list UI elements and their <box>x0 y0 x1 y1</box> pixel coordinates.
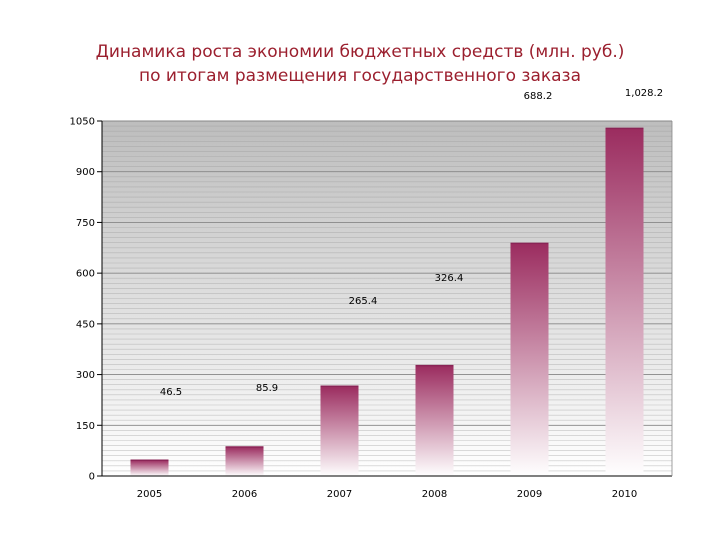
chart-title: Динамика роста экономии бюджетных средст… <box>60 40 660 88</box>
x-tick-label: 2005 <box>137 489 162 500</box>
bars-group <box>130 127 644 476</box>
bar-2008 <box>415 365 454 476</box>
y-tick-label: 900 <box>76 167 95 178</box>
bar-2009 <box>510 243 549 476</box>
y-tick-label: 750 <box>76 218 95 229</box>
chart-title-line-1: Динамика роста экономии бюджетных средст… <box>95 42 625 62</box>
data-label-2006: 85.9 <box>256 383 278 394</box>
data-label-2005: 46.5 <box>160 387 182 398</box>
axes-group: 0 150 300 450 600 750 900 1050 2005 2006 2007 2008 2… <box>70 117 673 500</box>
bar-2010 <box>605 128 644 476</box>
x-tick-label: 2007 <box>327 489 352 500</box>
data-labels-group: 46.5 85.9 265.4 326.4 688.2 1,028.2 <box>160 88 663 398</box>
x-tick-label: 2008 <box>422 489 447 500</box>
y-tick-label: 0 <box>89 472 95 483</box>
bar-2007 <box>320 386 359 476</box>
y-tick-label: 300 <box>76 370 95 381</box>
bar-2006 <box>225 446 264 476</box>
y-tick-label: 150 <box>76 421 95 432</box>
x-tick-label: 2010 <box>612 489 637 500</box>
y-tick-label: 450 <box>76 319 95 330</box>
x-tick-label: 2006 <box>232 489 257 500</box>
data-label-2010: 1,028.2 <box>625 88 663 99</box>
plot-area <box>102 120 672 477</box>
data-label-2009: 688.2 <box>524 91 553 102</box>
data-label-2007: 265.4 <box>349 296 378 307</box>
x-tick-label: 2009 <box>517 489 542 500</box>
y-tick-label: 600 <box>76 269 95 280</box>
data-label-2008: 326.4 <box>435 273 464 284</box>
chart-title-line-2: по итогам размещения государственного за… <box>138 66 582 86</box>
bar-2005 <box>130 460 169 476</box>
y-tick-label: 1050 <box>70 117 95 128</box>
